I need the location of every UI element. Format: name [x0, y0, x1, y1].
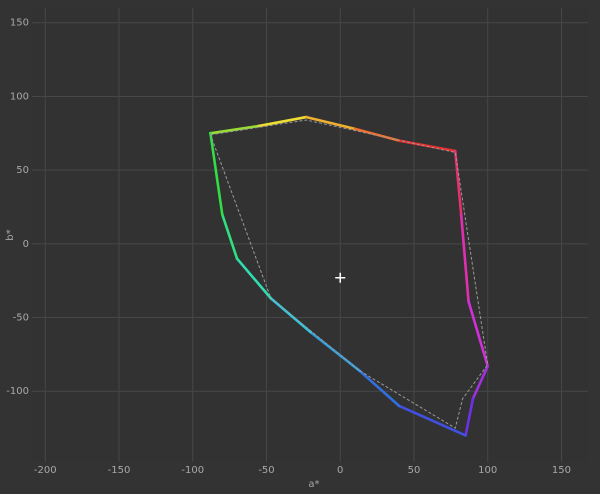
white-point	[335, 272, 346, 283]
reference-gamut	[209, 119, 489, 429]
gamut-segment	[309, 330, 361, 372]
gamut-segment	[220, 213, 239, 260]
x-tick-label: 50	[408, 465, 421, 476]
gamut-segment	[453, 149, 463, 216]
gamut-segment	[353, 127, 401, 142]
gamut-segment	[358, 369, 401, 408]
gamut-segment	[269, 297, 313, 334]
gamut-segment	[209, 131, 224, 216]
x-axis-label: a*	[308, 479, 319, 490]
x-tick-label: 100	[478, 465, 497, 476]
x-tick-label: 0	[337, 465, 343, 476]
x-tick-label: -150	[108, 465, 131, 476]
x-tick-label: -100	[181, 465, 204, 476]
gamut-segment	[305, 115, 357, 131]
gamut-segment	[467, 300, 490, 368]
x-tick-label: -200	[34, 465, 57, 476]
gamut-segment	[397, 404, 467, 437]
y-tick-label: 150	[10, 18, 29, 29]
gamut-segment	[459, 213, 470, 303]
plot-area	[32, 8, 588, 462]
gamut-segment	[257, 115, 308, 128]
gamut-segment	[464, 397, 475, 437]
y-axis-label: b*	[5, 229, 16, 240]
y-tick-label: 100	[10, 91, 29, 102]
y-tick-label: -100	[6, 386, 29, 397]
y-tick-label: 50	[16, 165, 29, 176]
y-tick-label: 0	[23, 239, 29, 250]
gamut-segment	[235, 257, 273, 300]
x-tick-label: 150	[552, 465, 571, 476]
gamut-segment	[209, 124, 261, 135]
gamut-segment	[471, 364, 490, 400]
y-tick-label: -50	[13, 313, 29, 324]
x-tick-label: -50	[258, 465, 274, 476]
